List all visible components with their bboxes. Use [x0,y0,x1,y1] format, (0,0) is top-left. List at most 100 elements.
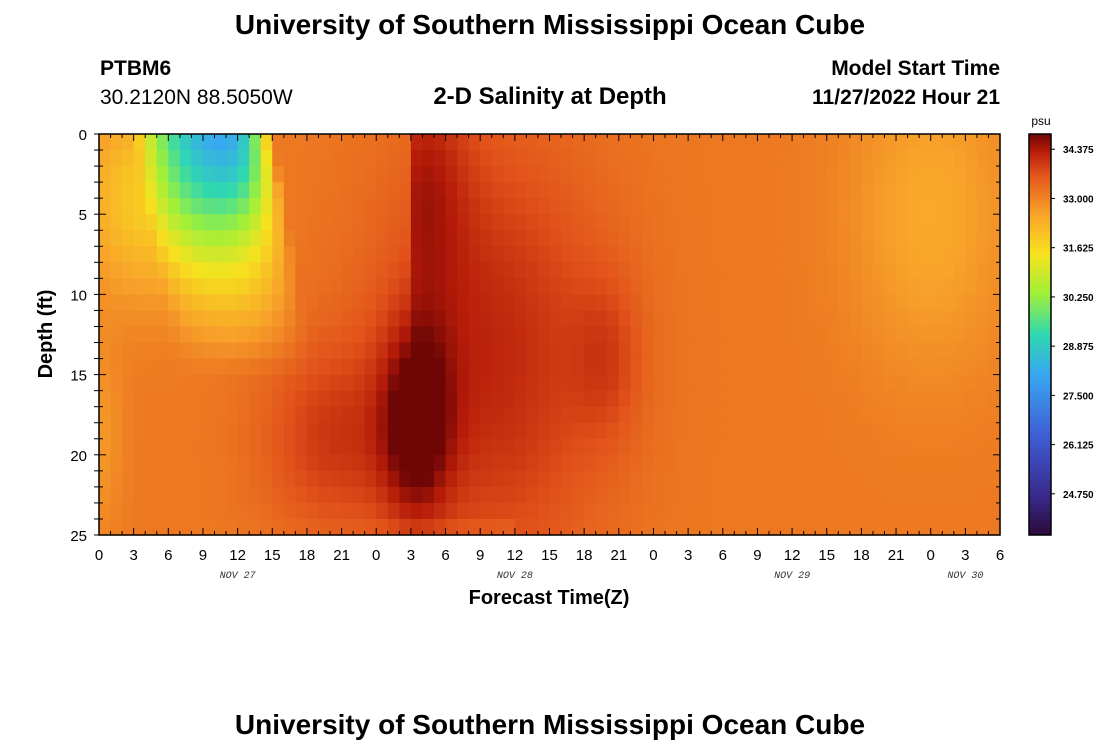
heatmap-cell [376,326,389,344]
heatmap-cell [526,486,539,504]
heatmap-cell [468,230,481,247]
heatmap-cell [688,454,701,472]
heatmap-cell [942,150,955,167]
heatmap-cell [607,246,620,263]
heatmap-cell [942,518,955,536]
heatmap-cell [99,134,112,151]
heatmap-cell [514,502,527,520]
heatmap-cell [734,262,747,279]
heatmap-cell [792,438,805,456]
heatmap-cell [179,454,193,472]
heatmap-cell [861,214,874,231]
heatmap-cell [260,358,273,376]
heatmap-cell [872,278,886,295]
heatmap-cell [688,278,701,295]
heatmap-cell [815,326,828,344]
heatmap-cell [849,246,862,263]
heatmap-cell [410,358,424,376]
heatmap-cell [549,502,562,520]
heatmap-cell [503,358,516,376]
heatmap-cell [145,134,158,151]
heatmap-cell [537,166,551,183]
heatmap-cell [179,518,193,536]
x-tick-label: 3 [407,547,415,564]
heatmap-cell [145,422,158,440]
heatmap-cell [618,502,631,520]
heatmap-cell [896,262,909,279]
heatmap-cell [110,262,123,279]
heatmap-cell [537,374,551,392]
heatmap-cell [156,326,169,344]
heatmap-cell [607,214,620,231]
heatmap-cell [226,294,239,312]
heatmap-cell [607,486,620,504]
heatmap-cell [653,438,666,456]
heatmap-cell [665,278,678,295]
heatmap-cell [688,406,701,424]
heatmap-cell [191,262,204,279]
heatmap-cell [803,166,816,183]
heatmap-cell [179,422,193,440]
heatmap-cell [780,406,793,424]
heatmap-cell [861,246,874,263]
heatmap-cell [526,406,539,424]
heatmap-cell [549,150,562,167]
heatmap-cell [907,422,920,440]
heatmap-cell [537,342,551,360]
heatmap-cell [237,166,250,183]
heatmap-cell [549,278,562,295]
heatmap-cell [202,502,216,520]
heatmap-cell [445,518,458,536]
heatmap-cell [849,166,862,183]
model-start-value: 11/27/2022 Hour 21 [812,86,1000,109]
heatmap-cell [387,294,400,312]
heatmap-cell [942,454,955,472]
heatmap-cell [272,278,285,295]
heatmap-cell [99,406,112,424]
heatmap-cell [584,326,597,344]
heatmap-cell [757,198,770,215]
heatmap-cell [768,454,782,472]
x-axis: 0 3 6 9 12 15 18 21 0 3 6 9 12 15 18 21 0 3 6 9 12 15 18 21 0 3 6N… [95,134,1004,582]
heatmap-cell [595,182,608,199]
heatmap-cell [537,214,551,231]
heatmap-cell [110,230,123,247]
heatmap-cell [896,518,909,536]
heatmap-cell [341,246,354,263]
heatmap-cell [630,326,643,344]
heatmap-cell [260,470,273,488]
heatmap-cell [353,214,366,231]
heatmap-cell [549,358,562,376]
heatmap-cell [537,230,551,247]
heatmap-cell [156,454,169,472]
heatmap-cell [653,214,666,231]
heatmap-cell [133,214,146,231]
heatmap-cell [815,166,828,183]
heatmap-cell [387,310,400,328]
heatmap-cell [953,406,966,424]
heatmap-cell [768,134,782,151]
heatmap-cell [815,134,828,151]
heatmap-cell [792,470,805,488]
heatmap-cell [179,438,193,456]
heatmap-cell [99,310,112,328]
heatmap-cell [537,518,551,536]
heatmap-cell [237,294,250,312]
heatmap-cell [457,246,470,263]
heatmap-cell [341,518,354,536]
heatmap-cell [641,422,655,440]
heatmap-cell [110,374,123,392]
heatmap-cell [745,262,759,279]
heatmap-cell [191,182,204,199]
heatmap-cell [722,486,735,504]
heatmap-cell [145,214,158,231]
heatmap-cell [156,470,169,488]
heatmap-cell [711,342,724,360]
heatmap-cell [376,310,389,328]
heatmap-cell [561,214,574,231]
heatmap-cell [676,454,689,472]
heatmap-cell [688,470,701,488]
heatmap-cell [260,214,273,231]
heatmap-cell [630,246,643,263]
heatmap-cell [249,422,262,440]
